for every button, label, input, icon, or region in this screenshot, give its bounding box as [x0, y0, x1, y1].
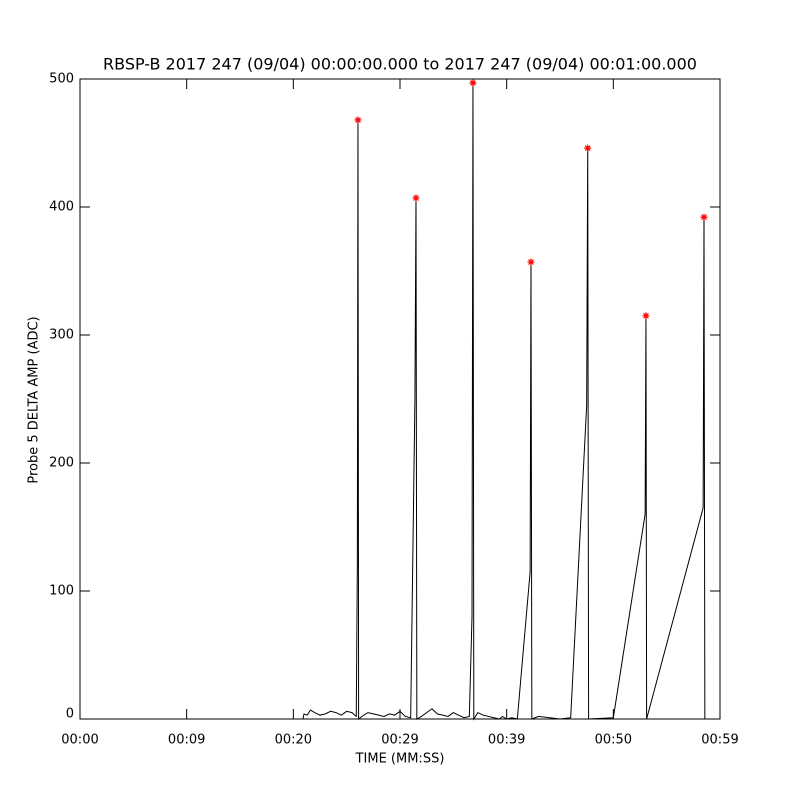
x-tick-label: 00:00	[61, 733, 98, 748]
x-tick-label: 00:29	[381, 733, 418, 748]
y-tick-label: 300	[49, 328, 74, 343]
x-tick-label: 00:20	[275, 733, 312, 748]
peak-marker	[469, 79, 477, 87]
plot-frame	[79, 78, 721, 720]
data-line	[302, 82, 707, 721]
peak-marker	[527, 258, 535, 266]
y-tick-label: 400	[49, 200, 74, 215]
y-tick-label: 500	[49, 72, 74, 87]
y-tick-label: 0	[66, 707, 74, 722]
x-axis-label: TIME (MM:SS)	[355, 752, 445, 767]
x-tick-label: 00:39	[488, 733, 525, 748]
peak-marker	[354, 116, 362, 124]
peak-marker	[412, 194, 420, 202]
x-tick-label: 00:59	[701, 733, 738, 748]
y-tick-label: 200	[49, 456, 74, 471]
y-tick-label: 100	[49, 584, 74, 599]
x-tick-label: 00:50	[595, 733, 632, 748]
peak-marker	[642, 312, 650, 320]
chart-title: RBSP-B 2017 247 (09/04) 00:00:00.000 to …	[103, 55, 697, 74]
y-axis-label: Probe 5 DELTA AMP (ADC)	[27, 316, 42, 483]
peak-marker	[584, 144, 592, 152]
x-tick-label: 00:09	[168, 733, 205, 748]
peak-marker	[700, 213, 708, 221]
